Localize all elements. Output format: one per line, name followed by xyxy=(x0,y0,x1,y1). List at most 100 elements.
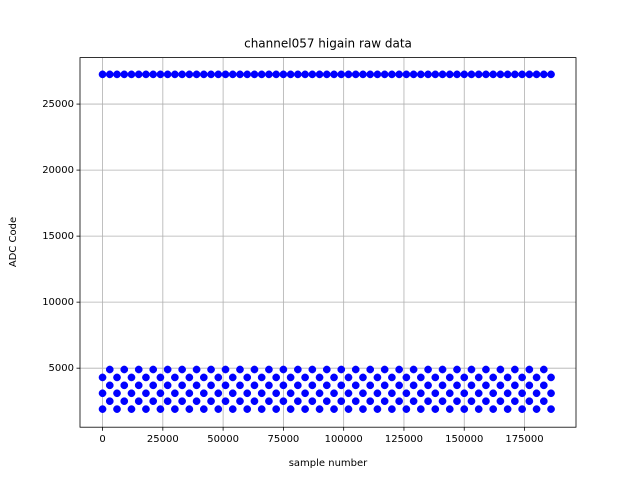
data-point xyxy=(301,373,309,382)
data-point xyxy=(178,70,186,79)
data-point xyxy=(474,373,483,382)
data-point xyxy=(359,70,367,79)
data-point xyxy=(98,389,107,398)
data-point xyxy=(301,405,309,413)
data-point xyxy=(156,389,165,398)
data-point xyxy=(344,389,353,398)
data-point xyxy=(445,70,454,79)
data-point xyxy=(330,405,338,413)
data-point xyxy=(539,381,548,390)
data-point xyxy=(294,70,302,79)
data-point xyxy=(474,405,483,413)
data-point xyxy=(178,365,186,374)
data-point xyxy=(221,70,230,79)
data-point xyxy=(127,389,136,398)
data-point xyxy=(214,389,223,398)
data-point xyxy=(453,397,461,406)
data-point xyxy=(359,389,367,398)
data-point xyxy=(322,365,331,374)
data-point xyxy=(330,373,338,382)
y-axis-label: ADC Code xyxy=(8,217,19,267)
data-point xyxy=(243,405,252,413)
data-point xyxy=(525,397,534,406)
data-point xyxy=(395,381,403,390)
data-point xyxy=(482,381,490,390)
data-point xyxy=(236,70,244,79)
data-point xyxy=(286,70,295,79)
data-point xyxy=(547,373,555,382)
data-point xyxy=(489,70,498,79)
data-point xyxy=(525,365,534,374)
data-point xyxy=(460,373,469,382)
data-point xyxy=(351,381,360,390)
data-point xyxy=(344,405,353,413)
data-point xyxy=(272,70,281,79)
data-point xyxy=(221,397,230,406)
data-point xyxy=(149,365,158,374)
data-point xyxy=(460,389,469,398)
data-point xyxy=(265,365,273,374)
data-point xyxy=(482,365,490,374)
data-point xyxy=(380,70,389,79)
data-point xyxy=(532,70,541,79)
data-point xyxy=(257,389,266,398)
data-point xyxy=(199,373,208,382)
data-point xyxy=(424,397,432,406)
data-point xyxy=(402,405,411,413)
data-point xyxy=(236,365,244,374)
data-point xyxy=(330,389,338,398)
data-point xyxy=(315,389,324,398)
data-point xyxy=(192,70,201,79)
data-point xyxy=(315,405,324,413)
data-point xyxy=(120,70,129,79)
data-point xyxy=(163,381,172,390)
data-point xyxy=(511,365,519,374)
data-point xyxy=(424,70,432,79)
data-point xyxy=(409,70,418,79)
data-point xyxy=(322,397,331,406)
data-point xyxy=(199,405,208,413)
y-tick-label: 10000 xyxy=(42,297,74,308)
data-point xyxy=(380,365,389,374)
data-point xyxy=(438,397,447,406)
data-point xyxy=(142,373,150,382)
data-point xyxy=(265,397,273,406)
data-point xyxy=(308,397,317,406)
data-point xyxy=(373,389,382,398)
data-point xyxy=(199,389,208,398)
data-point xyxy=(156,405,165,413)
data-point xyxy=(236,381,244,390)
data-point xyxy=(149,70,158,79)
data-point xyxy=(467,365,476,374)
data-point xyxy=(366,70,375,79)
data-point xyxy=(409,381,418,390)
data-point xyxy=(192,365,201,374)
data-point xyxy=(416,405,425,413)
data-point xyxy=(366,397,375,406)
data-point xyxy=(388,405,396,413)
data-point xyxy=(525,381,534,390)
data-point xyxy=(402,389,411,398)
data-point xyxy=(373,373,382,382)
data-point xyxy=(127,70,136,79)
data-point xyxy=(366,381,375,390)
data-point xyxy=(236,397,244,406)
data-point xyxy=(134,397,143,406)
data-point xyxy=(337,397,346,406)
data-point xyxy=(156,70,165,79)
data-point xyxy=(431,70,440,79)
data-point xyxy=(496,397,505,406)
data-point xyxy=(279,365,288,374)
data-point xyxy=(243,373,252,382)
y-tick-label: 15000 xyxy=(42,231,74,242)
data-point xyxy=(98,405,107,413)
data-point xyxy=(359,373,367,382)
data-point xyxy=(489,405,498,413)
data-point xyxy=(467,70,476,79)
data-point xyxy=(453,365,461,374)
data-point xyxy=(185,389,194,398)
data-point xyxy=(105,365,114,374)
data-point xyxy=(322,381,331,390)
